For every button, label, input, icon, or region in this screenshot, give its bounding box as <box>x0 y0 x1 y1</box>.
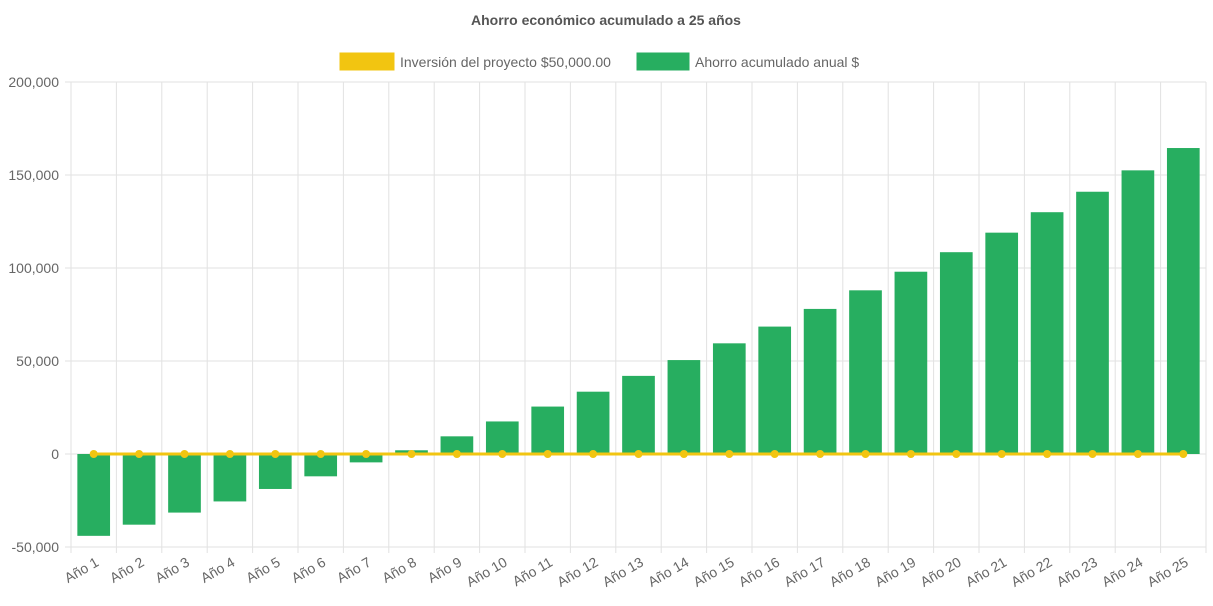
y-tick-label: 50,000 <box>16 353 59 369</box>
investment-point-25[interactable] <box>1179 450 1188 458</box>
bar-savings-7[interactable] <box>349 454 383 463</box>
investment-point-2[interactable] <box>135 450 144 458</box>
x-tick-label: Año 7 <box>334 554 374 586</box>
x-tick-label: Año 23 <box>1054 554 1101 590</box>
x-tick-label: Año 19 <box>872 554 919 590</box>
x-axis: Año 1 Año 2 Año 3 Año 4 Año 5 Año 6 Año 7 Año 8… <box>62 554 1191 590</box>
bar-savings-15[interactable] <box>712 343 746 454</box>
x-tick-label: Año 25 <box>1144 554 1191 590</box>
y-tick-label: -50,000 <box>12 539 60 555</box>
bar-savings-21[interactable] <box>985 232 1019 454</box>
bar-savings-11[interactable] <box>531 406 565 454</box>
legend-item-investment[interactable]: Inversión del proyecto $50,000.00 <box>339 52 611 71</box>
x-tick-label: Año 9 <box>425 554 465 586</box>
investment-point-17[interactable] <box>816 450 825 458</box>
x-tick-label: Año 20 <box>917 554 964 590</box>
bar-savings-16[interactable] <box>758 326 792 454</box>
investment-point-3[interactable] <box>180 450 189 458</box>
investment-point-1[interactable] <box>89 450 98 458</box>
investment-point-6[interactable] <box>316 450 325 458</box>
bar-savings-4[interactable] <box>213 454 247 502</box>
line-series <box>89 450 1188 458</box>
bar-savings-9[interactable] <box>440 436 474 454</box>
investment-point-19[interactable] <box>906 450 915 458</box>
investment-point-14[interactable] <box>679 450 688 458</box>
x-tick-label: Año 10 <box>463 554 510 590</box>
x-tick-label: Año 2 <box>107 554 147 586</box>
investment-point-4[interactable] <box>225 450 234 458</box>
bar-savings-25[interactable] <box>1166 148 1200 454</box>
investment-point-9[interactable] <box>452 450 461 458</box>
investment-point-8[interactable] <box>407 450 416 458</box>
bar-savings-12[interactable] <box>576 391 610 454</box>
investment-point-10[interactable] <box>498 450 507 458</box>
x-tick-label: Año 18 <box>827 554 874 590</box>
investment-point-7[interactable] <box>362 450 371 458</box>
bar-savings-19[interactable] <box>894 271 928 454</box>
investment-point-23[interactable] <box>1088 450 1097 458</box>
investment-point-18[interactable] <box>861 450 870 458</box>
bar-savings-17[interactable] <box>803 308 837 454</box>
legend-label-savings: Ahorro acumulado anual $ <box>695 54 859 70</box>
grid-lines <box>65 81 1207 553</box>
x-tick-label: Año 21 <box>963 554 1010 590</box>
investment-point-15[interactable] <box>725 450 734 458</box>
bar-savings-20[interactable] <box>939 252 973 454</box>
bar-savings-14[interactable] <box>667 360 701 454</box>
bar-savings-23[interactable] <box>1076 191 1109 455</box>
legend-swatch-investment <box>339 52 395 71</box>
bar-series <box>77 148 1200 536</box>
investment-point-21[interactable] <box>997 450 1006 458</box>
y-tick-label: 150,000 <box>8 167 59 183</box>
legend-label-investment: Inversión del proyecto $50,000.00 <box>400 54 611 70</box>
bar-savings-18[interactable] <box>849 290 882 454</box>
x-tick-label: Año 3 <box>152 554 192 586</box>
bar-savings-22[interactable] <box>1030 212 1064 454</box>
x-tick-label: Año 11 <box>510 554 556 590</box>
x-tick-label: Año 13 <box>600 554 647 590</box>
y-tick-label: 0 <box>51 446 59 462</box>
bar-savings-6[interactable] <box>304 454 338 477</box>
bar-savings-1[interactable] <box>77 454 111 536</box>
investment-point-13[interactable] <box>634 450 643 458</box>
x-tick-label: Año 17 <box>781 554 828 590</box>
x-tick-label: Año 8 <box>379 554 419 586</box>
x-tick-label: Año 24 <box>1099 554 1146 590</box>
bar-savings-24[interactable] <box>1121 170 1155 454</box>
x-tick-label: Año 22 <box>1008 554 1055 590</box>
x-tick-label: Año 4 <box>198 554 238 586</box>
bar-savings-5[interactable] <box>258 454 292 489</box>
investment-point-22[interactable] <box>1043 450 1052 458</box>
x-tick-label: Año 16 <box>736 554 783 590</box>
investment-point-11[interactable] <box>543 450 552 458</box>
bar-savings-13[interactable] <box>622 375 655 454</box>
x-tick-label: Año 1 <box>62 554 102 586</box>
y-tick-label: 100,000 <box>8 260 59 276</box>
x-tick-label: Año 14 <box>645 554 692 590</box>
x-tick-label: Año 12 <box>554 554 601 590</box>
x-tick-label: Año 15 <box>690 554 737 590</box>
legend-item-savings[interactable]: Ahorro acumulado anual $ <box>636 52 859 71</box>
y-tick-label: 200,000 <box>8 74 59 90</box>
chart-title: Ahorro económico acumulado a 25 años <box>471 12 741 28</box>
y-axis: -50,000 0 50,000 100,000 150,000 200,000 <box>8 74 59 555</box>
legend-swatch-savings <box>636 52 690 71</box>
investment-point-16[interactable] <box>770 450 779 458</box>
bar-savings-10[interactable] <box>485 421 519 454</box>
investment-point-12[interactable] <box>589 450 598 458</box>
bar-savings-2[interactable] <box>122 454 156 525</box>
investment-point-20[interactable] <box>952 450 961 458</box>
bar-savings-3[interactable] <box>168 454 201 513</box>
x-tick-label: Año 6 <box>289 554 329 586</box>
investment-point-24[interactable] <box>1133 450 1142 458</box>
investment-point-5[interactable] <box>271 450 280 458</box>
x-tick-label: Año 5 <box>243 554 283 586</box>
chart-legend: Inversión del proyecto $50,000.00 Ahorro… <box>339 52 859 71</box>
